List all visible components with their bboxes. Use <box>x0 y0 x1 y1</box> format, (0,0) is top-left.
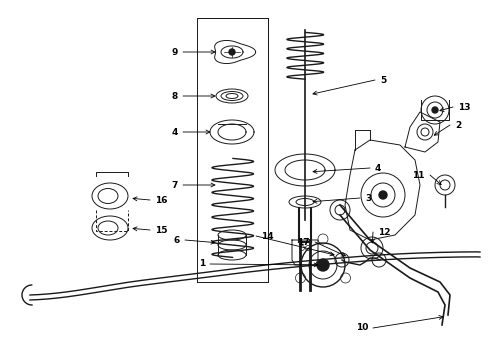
Text: 14: 14 <box>261 231 273 240</box>
Text: 11: 11 <box>413 171 425 180</box>
Text: 15: 15 <box>155 225 168 234</box>
Text: 12: 12 <box>378 228 391 237</box>
Text: 9: 9 <box>172 48 178 57</box>
Text: 8: 8 <box>172 91 178 100</box>
Text: 5: 5 <box>380 76 386 85</box>
Circle shape <box>432 107 438 113</box>
Text: 17: 17 <box>297 238 310 247</box>
Text: 10: 10 <box>356 324 368 333</box>
Text: 6: 6 <box>174 235 180 244</box>
Text: 7: 7 <box>172 180 178 189</box>
Text: 16: 16 <box>155 195 168 204</box>
Text: 2: 2 <box>455 121 461 130</box>
Text: 1: 1 <box>199 260 205 269</box>
Text: 4: 4 <box>172 127 178 136</box>
Text: 4: 4 <box>375 163 381 172</box>
Circle shape <box>317 259 329 271</box>
Text: 3: 3 <box>365 194 371 202</box>
Circle shape <box>229 49 235 55</box>
Circle shape <box>379 191 387 199</box>
Text: 13: 13 <box>458 103 470 112</box>
